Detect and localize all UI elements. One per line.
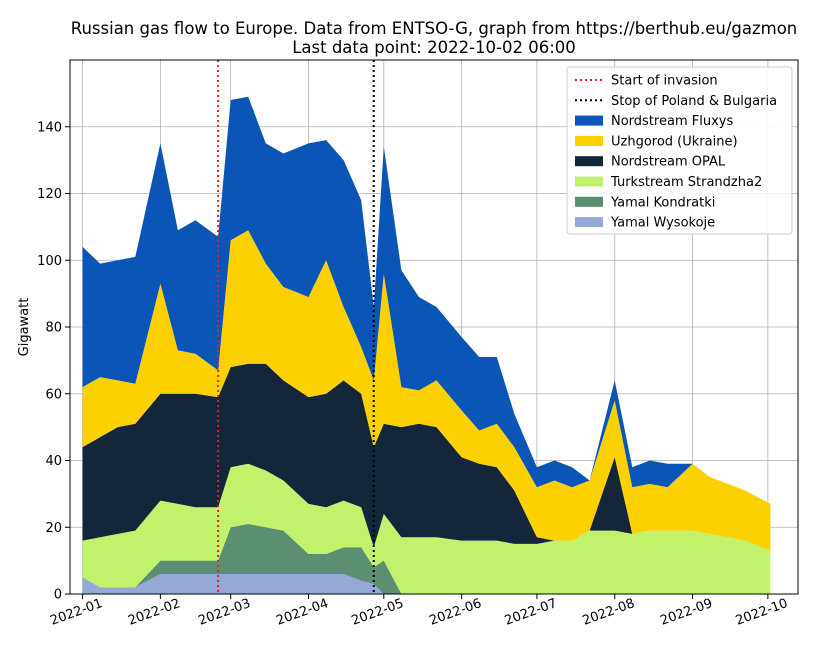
area-nordstream-opal bbox=[82, 363, 771, 551]
legend-label: Yamal Wysokoje bbox=[610, 216, 715, 231]
legend-label: Nordstream Fluxys bbox=[611, 114, 733, 129]
y-tick-label: 80 bbox=[45, 321, 62, 336]
legend: Start of invasion Stop of Poland & Bulgar… bbox=[566, 66, 793, 235]
legend-swatch bbox=[575, 217, 603, 228]
y-axis-label: Gigawatt bbox=[17, 298, 32, 357]
legend-label: Nordstream OPAL bbox=[611, 155, 726, 170]
area-yamal-kondratki bbox=[82, 523, 771, 594]
legend-box bbox=[566, 66, 793, 235]
event-lines bbox=[217, 60, 375, 594]
legend-label: Start of invasion bbox=[611, 74, 718, 89]
chart-title: Russian gas flow to Europe. Data from EN… bbox=[71, 19, 798, 38]
y-tick-label: 20 bbox=[45, 521, 62, 536]
legend-swatch bbox=[575, 176, 603, 187]
legend-swatch bbox=[575, 115, 603, 126]
legend-label: Uzhgorod (Ukraine) bbox=[611, 134, 738, 149]
chart-subtitle: Last data point: 2022-10-02 06:00 bbox=[292, 38, 576, 57]
legend-swatch bbox=[575, 135, 603, 146]
area-yamal-wysokoje bbox=[82, 574, 771, 594]
legend-swatch bbox=[575, 156, 603, 167]
legend-label: Turkstream Strandzha2 bbox=[610, 175, 762, 190]
y-tick-label: 60 bbox=[45, 387, 62, 402]
area-nordstream-fluxys bbox=[82, 96, 771, 504]
y-tick-label: 40 bbox=[45, 454, 62, 469]
y-tick-label: 120 bbox=[37, 187, 62, 202]
y-tick-label: 140 bbox=[37, 120, 62, 135]
area-turkstream-strandzha2 bbox=[82, 463, 771, 594]
legend-label: Yamal Kondratki bbox=[610, 195, 715, 210]
y-tick-label: 100 bbox=[37, 254, 62, 269]
stacked-areas bbox=[82, 96, 771, 594]
legend-swatch bbox=[575, 196, 603, 207]
area-uzhgorod-ukraine- bbox=[82, 230, 771, 551]
legend-label: Stop of Poland & Bulgaria bbox=[611, 94, 777, 109]
y-tick-label: 0 bbox=[54, 588, 62, 603]
